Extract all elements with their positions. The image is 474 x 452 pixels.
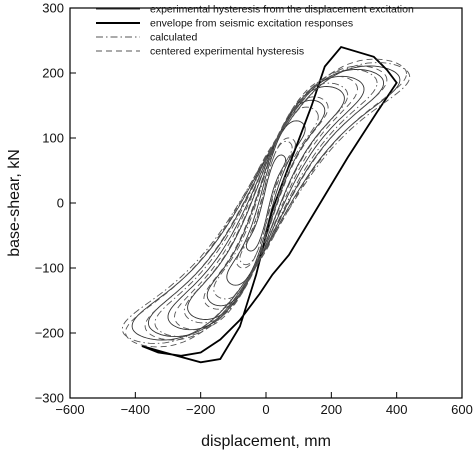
hysteresis-loop	[183, 82, 349, 324]
series-1	[141, 45, 398, 364]
hysteresis-loop	[236, 137, 296, 269]
x-tick-label: −400	[121, 402, 150, 417]
ticks-layer: −600 −400 −200 0 200 400 600 −300 −200 −100 0 100 20…	[35, 1, 473, 418]
y-tick-label: 300	[42, 1, 64, 16]
plot-area	[69, 7, 463, 399]
legend: experimental hysteresis from the displac…	[96, 4, 414, 58]
x-tick-label: −200	[186, 402, 215, 417]
x-axis-title: displacement, mm	[201, 433, 331, 450]
hysteresis-loop	[144, 65, 388, 341]
hysteresis-loop	[174, 75, 358, 331]
hysteresis-loop	[203, 96, 329, 310]
y-axis-title: base-shear, kN	[6, 149, 23, 257]
x-tick-label: 400	[386, 402, 408, 417]
hysteresis-loop	[245, 154, 287, 252]
y-tick-label: −200	[35, 326, 64, 341]
y-tick-label: −100	[35, 261, 64, 276]
envelope-line	[141, 45, 398, 364]
x-tick-label: 0	[262, 402, 269, 417]
legend-label-calculated: calculated	[150, 32, 197, 44]
series-layer	[121, 45, 411, 364]
x-tick-label: 600	[451, 402, 473, 417]
y-tick-label: 200	[42, 66, 64, 81]
y-tick-label: 100	[42, 131, 64, 146]
legend-label-experimental: experimental hysteresis from the displac…	[150, 4, 414, 16]
legend-label-centered: centered experimental hysteresis	[150, 46, 304, 58]
x-tick-label: −600	[55, 402, 84, 417]
series-3	[125, 58, 407, 348]
hysteresis-loop	[121, 62, 411, 344]
y-tick-label: −300	[35, 391, 64, 406]
x-tick-label: 200	[320, 402, 342, 417]
y-tick-label: 0	[57, 196, 64, 211]
legend-label-envelope: envelope from seismic excitation respons…	[150, 18, 353, 30]
